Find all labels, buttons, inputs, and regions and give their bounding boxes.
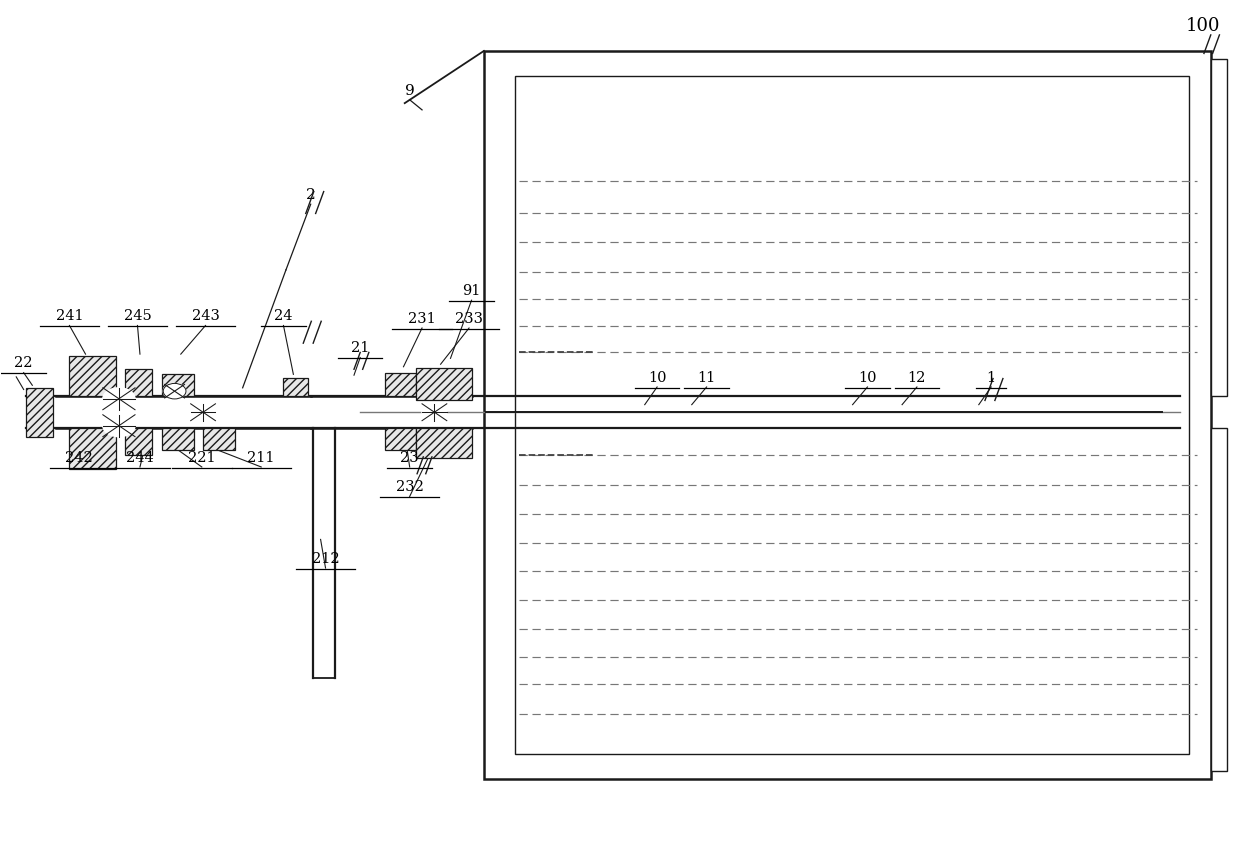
Bar bbox=[415, 369, 471, 401]
Text: 22: 22 bbox=[15, 356, 33, 370]
Text: 21: 21 bbox=[351, 341, 370, 354]
Text: 212: 212 bbox=[311, 551, 340, 565]
Bar bbox=[162, 429, 195, 451]
Bar bbox=[69, 429, 117, 469]
Bar bbox=[203, 429, 236, 451]
Text: 2: 2 bbox=[306, 187, 315, 202]
Text: 100: 100 bbox=[1185, 17, 1220, 35]
Text: 241: 241 bbox=[56, 309, 83, 322]
Bar bbox=[384, 429, 415, 451]
Bar bbox=[1211, 429, 1228, 771]
Text: 245: 245 bbox=[124, 309, 151, 322]
Circle shape bbox=[164, 384, 186, 399]
Text: 9: 9 bbox=[404, 84, 414, 98]
Text: 1: 1 bbox=[987, 371, 996, 384]
Text: 231: 231 bbox=[408, 311, 436, 325]
Text: 24: 24 bbox=[274, 309, 293, 322]
Circle shape bbox=[103, 388, 135, 410]
Bar bbox=[162, 375, 195, 397]
Text: 243: 243 bbox=[192, 309, 219, 322]
Text: 244: 244 bbox=[126, 450, 154, 464]
Circle shape bbox=[103, 415, 135, 437]
Text: 23: 23 bbox=[401, 450, 419, 464]
Text: 242: 242 bbox=[66, 450, 93, 464]
Bar bbox=[484, 51, 1211, 780]
Text: 233: 233 bbox=[455, 311, 484, 325]
Text: 91: 91 bbox=[463, 284, 481, 297]
Bar bbox=[69, 356, 117, 397]
Bar bbox=[384, 373, 415, 397]
Bar bbox=[125, 370, 153, 397]
Circle shape bbox=[191, 404, 216, 421]
Text: 10: 10 bbox=[858, 371, 877, 384]
Bar bbox=[515, 77, 1189, 755]
Text: 221: 221 bbox=[188, 450, 216, 464]
Bar bbox=[125, 429, 153, 456]
Bar bbox=[415, 429, 471, 458]
Bar bbox=[1211, 60, 1228, 397]
Text: 232: 232 bbox=[396, 479, 424, 494]
Text: 11: 11 bbox=[697, 371, 715, 384]
Bar bbox=[26, 388, 53, 437]
Circle shape bbox=[422, 404, 446, 421]
Text: 12: 12 bbox=[908, 371, 926, 384]
Text: 211: 211 bbox=[248, 450, 275, 464]
Bar bbox=[284, 378, 309, 397]
Text: 10: 10 bbox=[647, 371, 666, 384]
